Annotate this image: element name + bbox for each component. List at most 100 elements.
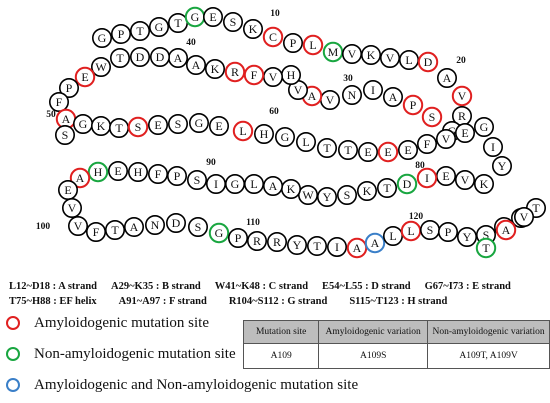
residue-letter: V <box>326 93 335 107</box>
residue-circle <box>316 187 337 208</box>
residue-letter: A <box>269 179 278 193</box>
residue-letter: K <box>97 119 106 133</box>
residue-letter: E <box>364 145 371 159</box>
residue-number: 50 <box>46 110 56 120</box>
residue-letter: G <box>155 20 164 34</box>
residue-letter: H <box>287 68 296 82</box>
residue-letter: A <box>192 58 201 72</box>
residue-circle <box>286 235 307 256</box>
residue-circle <box>326 237 347 258</box>
residue-letter: E <box>114 164 121 178</box>
residue-circle <box>454 170 475 191</box>
residue-letter: K <box>363 184 372 198</box>
residue-circle <box>416 134 437 155</box>
residue-letter: T <box>532 201 540 215</box>
residue-circle <box>223 12 244 32</box>
residue-letter: S <box>230 15 237 29</box>
residue-letter: T <box>115 121 123 135</box>
residue-letter: V <box>269 70 278 84</box>
residue-circle <box>382 87 403 108</box>
residue-circle <box>316 138 337 159</box>
residue-circle <box>341 85 362 106</box>
residue-circle <box>475 237 497 259</box>
strand-e: G67~I73 : E strand <box>424 281 511 292</box>
strand-h: S115~T123 : H strand <box>349 296 448 307</box>
residue-circle <box>495 219 517 241</box>
residue-circle <box>130 20 151 41</box>
residue-circle <box>377 141 399 163</box>
residue-letter: G <box>448 124 457 138</box>
residue-circle <box>482 137 503 158</box>
residue-circle <box>74 66 96 88</box>
residue-letter: L <box>407 224 414 238</box>
residue-number: 20 <box>456 56 466 66</box>
residue-letter: T <box>313 239 321 253</box>
residue-circle <box>206 174 227 195</box>
residue-circle <box>91 56 112 77</box>
residue-circle <box>224 61 246 83</box>
residue-letter: K <box>211 62 220 76</box>
residue-letter: A <box>353 241 362 255</box>
residue-circle <box>69 167 91 189</box>
residue-letter: L <box>405 53 412 67</box>
residue-letter: S <box>429 110 436 124</box>
residue-circle <box>247 231 268 252</box>
residue-circle <box>205 58 226 79</box>
residue-circle <box>364 232 386 254</box>
residue-letter: G <box>191 10 200 24</box>
residue-letter: K <box>367 48 376 62</box>
residue-letter: E <box>209 10 216 24</box>
green-circle-icon <box>6 347 20 361</box>
residue-circle <box>397 140 418 161</box>
table-cell: A109 <box>242 343 320 369</box>
residue-letter: V <box>442 132 451 146</box>
residue-letter: G <box>79 117 88 131</box>
residue-letter: D <box>403 177 412 191</box>
legend-label: Non-amyloidogenic mutation site <box>34 345 236 362</box>
residue-letter: V <box>294 83 303 97</box>
residue-circle <box>124 217 145 238</box>
residue-circle <box>416 167 438 189</box>
residue-circle <box>473 117 494 138</box>
residue-number: 100 <box>36 222 51 232</box>
residue-circle <box>360 44 381 65</box>
residue-letter: G <box>215 226 224 240</box>
residue-letter: F <box>93 225 100 239</box>
residue-number: 80 <box>415 161 425 171</box>
residue-letter: A <box>443 71 452 85</box>
residue-letter: W <box>302 188 314 202</box>
residue-circle <box>149 16 170 37</box>
residue-circle <box>356 181 377 202</box>
residue-letter: N <box>348 88 357 102</box>
residue-circle <box>322 41 344 63</box>
residue-letter: E <box>461 126 468 140</box>
residue-letter: Y <box>323 190 332 204</box>
residue-letter: V <box>458 89 467 103</box>
residue-letter: I <box>335 240 339 254</box>
residue-letter: H <box>134 165 143 179</box>
residue-circle <box>451 85 473 107</box>
legend-amyloidogenic: Amyloidogenic mutation site <box>6 312 209 334</box>
residue-letter: T <box>116 51 124 65</box>
residue-letter: V <box>386 51 395 65</box>
residue-letter: P <box>235 231 242 245</box>
blue-circle-icon <box>6 378 20 392</box>
residue-letter: A <box>62 112 71 126</box>
residue-letter: L <box>250 177 257 191</box>
table-cell: A109T, A109V <box>427 343 550 369</box>
residue-letter: P <box>118 27 125 41</box>
strand-ef: T75~H88 : EF helix <box>9 296 97 307</box>
residue-circle <box>48 92 69 113</box>
residue-circle <box>306 236 327 257</box>
residue-circle <box>111 23 132 44</box>
residue-letter: P <box>66 81 73 95</box>
residue-circle <box>166 213 187 234</box>
strand-g: R104~S112 : G strand <box>228 296 328 307</box>
legend-label: Amyloidogenic and Non-amyloidogenic muta… <box>34 376 359 393</box>
strand-f: A91~A97 : F strand <box>118 296 207 307</box>
residue-circle <box>186 54 207 75</box>
residue-circle <box>105 220 126 241</box>
residue-letter: A <box>130 220 139 234</box>
residue-circle <box>417 51 439 73</box>
